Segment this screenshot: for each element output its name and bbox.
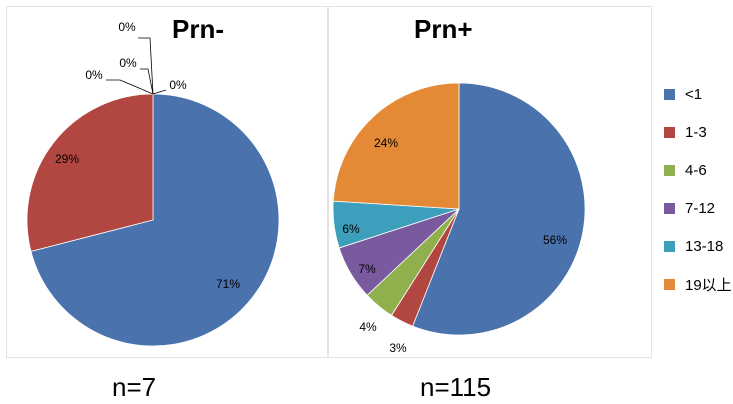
sample-size-prn-plus: n=115 [420, 372, 492, 402]
chart-title-prn-minus: Prn- [172, 14, 224, 44]
pie-data-label: 24% [374, 136, 398, 150]
pie-data-label: 0% [118, 20, 136, 34]
legend-swatch [664, 202, 675, 214]
legend-label: 1-3 [685, 123, 707, 141]
label-leader-line [152, 89, 167, 95]
pie-slice-1 [30, 93, 280, 347]
pie-data-label: 71% [216, 277, 240, 291]
pie-slice-13 [26, 93, 154, 252]
legend-swatch [664, 240, 675, 252]
pie-prn-minus: 71% 29% 0% 0% 0% 0% [26, 20, 280, 347]
pie-data-label: 7% [358, 262, 376, 276]
legend-item: 1-3 [664, 113, 732, 151]
legend-label: <1 [685, 85, 703, 103]
sample-size-prn-minus: n=7 [112, 372, 157, 402]
pie-data-label: 0% [169, 78, 187, 92]
label-leader-line [140, 68, 154, 95]
legend-label: 7-12 [685, 199, 716, 217]
label-leader-line [138, 37, 154, 95]
legend-swatch [664, 126, 675, 138]
legend-swatch [664, 278, 675, 290]
legend-item: <1 [664, 75, 732, 113]
legend-item: 13-18 [664, 227, 732, 265]
legend-swatch [664, 164, 675, 176]
chart-legend: <1 1-3 4-6 7-12 13-18 19以上 [664, 75, 732, 303]
legend-item: 19以上 [664, 265, 732, 303]
pie-data-label: 56% [543, 233, 567, 247]
legend-label: 13-18 [685, 237, 724, 255]
pie-data-label: 0% [85, 68, 103, 82]
pie-data-label: 0% [119, 56, 137, 70]
legend-item: 7-12 [664, 189, 732, 227]
legend-item: 4-6 [664, 151, 732, 189]
legend-label: 19以上 [685, 276, 732, 294]
pie-prn-plus: 56% 3% 4% 7% 6% 24% [332, 82, 586, 355]
legend-swatch [664, 88, 675, 100]
pie-data-label: 29% [55, 152, 79, 166]
pie-slice-1 [412, 82, 586, 336]
pie-data-label: 4% [359, 320, 377, 334]
chart-title-prn-plus: Prn+ [414, 14, 473, 44]
legend-label: 4-6 [685, 161, 707, 179]
pie-slice-19 [332, 82, 460, 210]
label-leader-line [106, 79, 154, 95]
pie-data-label: 6% [342, 222, 360, 236]
pie-data-label: 3% [389, 341, 407, 355]
